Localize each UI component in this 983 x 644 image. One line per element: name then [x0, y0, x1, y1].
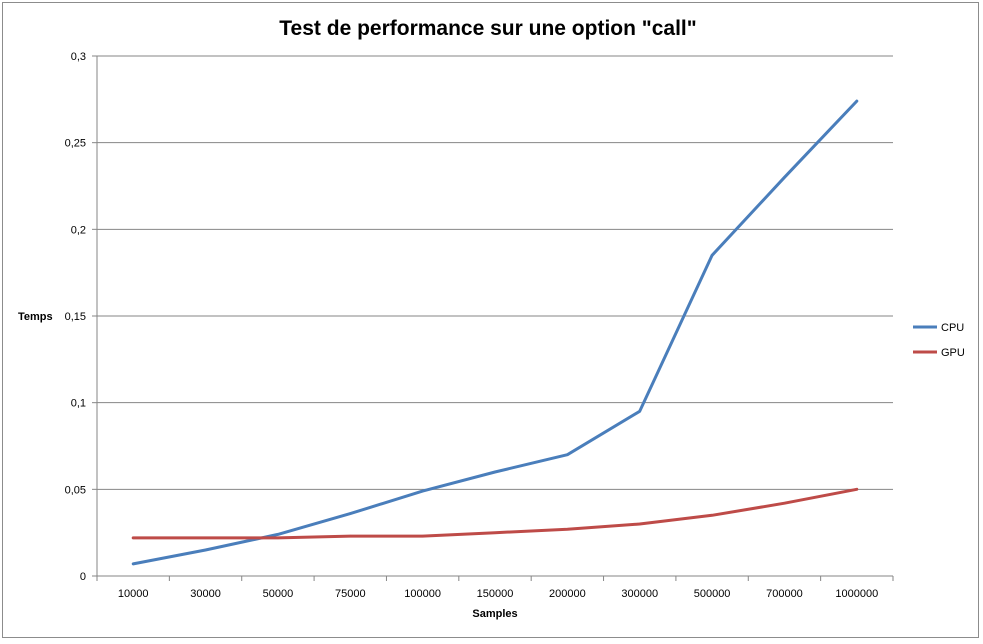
series-line-cpu [131, 99, 859, 566]
data-point-gpu [566, 528, 569, 531]
y-axis-label: Temps [18, 311, 53, 323]
x-axis-label: Samples [472, 608, 517, 620]
data-point-cpu [421, 489, 424, 493]
data-point-gpu [855, 488, 858, 491]
data-point-gpu [783, 502, 786, 505]
data-point-gpu [132, 536, 135, 540]
y-tick-label: 0 [80, 571, 86, 583]
x-tick-label: 75000 [335, 588, 366, 600]
y-tick-label: 0,3 [71, 51, 86, 63]
data-point-cpu [783, 176, 786, 179]
series-line-gpu [131, 487, 859, 540]
x-tick-label: 500000 [694, 588, 731, 600]
x-tick-label: 10000 [118, 588, 149, 600]
chart-title: Test de performance sur une option "call… [279, 17, 696, 40]
legend-label-cpu: CPU [941, 322, 964, 334]
data-point-cpu [349, 512, 352, 515]
data-point-gpu [710, 514, 714, 517]
data-point-cpu [710, 254, 714, 257]
x-tick-label: 200000 [549, 588, 586, 600]
data-point-gpu [276, 536, 280, 540]
y-tick-labels: 0 0,05 0,1 0,15 0,2 0,25 0,3 [65, 51, 86, 583]
series-lines [131, 99, 859, 566]
data-point-gpu [349, 534, 352, 538]
x-tick-label: 1000000 [835, 588, 878, 600]
gridlines [92, 55, 893, 577]
data-point-cpu [493, 470, 497, 474]
y-tick-label: 0,2 [71, 224, 86, 236]
x-tick-label: 150000 [477, 588, 514, 600]
x-tick-label: 700000 [766, 588, 803, 600]
data-point-cpu [204, 548, 207, 552]
data-point-cpu [855, 99, 858, 103]
x-tick-label: 50000 [263, 588, 294, 600]
axes [96, 56, 893, 577]
x-tick-labels: 10000 30000 50000 75000 100000 150000 200000 30… [96, 576, 894, 600]
x-tick-label: 100000 [404, 588, 441, 600]
y-tick-label: 0,25 [65, 138, 86, 150]
data-point-cpu [276, 533, 280, 536]
x-tick-label: 300000 [621, 588, 658, 600]
data-point-gpu [493, 531, 497, 534]
legend-label-gpu: GPU [941, 347, 965, 359]
data-point-gpu [204, 536, 207, 540]
data-point-cpu [638, 410, 641, 413]
data-point-gpu [638, 522, 641, 526]
y-tick-label: 0,05 [65, 484, 86, 496]
legend: CPU GPU [913, 322, 965, 359]
data-point-cpu [566, 453, 569, 456]
x-tick-label: 30000 [190, 588, 221, 600]
y-tick-label: 0,15 [65, 311, 86, 323]
data-point-gpu [421, 534, 424, 538]
y-tick-label: 0,1 [71, 398, 86, 410]
data-point-cpu [132, 562, 135, 566]
